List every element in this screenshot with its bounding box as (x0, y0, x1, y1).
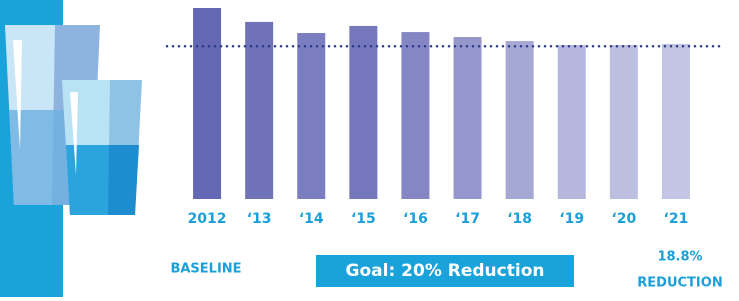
x-tick-label: ‘19 (559, 211, 584, 227)
reduction-label: REDUCTION (637, 276, 722, 291)
x-tick-label: ‘15 (351, 211, 376, 227)
x-tick-label: ‘16 (403, 211, 428, 227)
x-tick-label: ‘21 (664, 211, 689, 227)
bar (662, 44, 690, 199)
reduction-value: 18.8% (657, 250, 702, 265)
x-tick-label: ‘20 (611, 211, 636, 227)
bar (349, 26, 377, 199)
bar (558, 45, 586, 199)
x-tick-label: ‘14 (299, 211, 324, 227)
bar (401, 32, 429, 199)
bar (610, 45, 638, 199)
bar (193, 8, 221, 199)
page: BASELINE Goal: 20% Reduction 18.8% REDUC… (0, 0, 739, 297)
x-tick-label: ‘13 (247, 211, 272, 227)
bar (454, 37, 482, 199)
chart: BASELINE Goal: 20% Reduction 18.8% REDUC… (0, 0, 739, 297)
glasses-illustration (5, 25, 142, 215)
goal-label: Goal: 20% Reduction (346, 261, 545, 281)
x-tick-label: ‘18 (507, 211, 532, 227)
bar (297, 33, 325, 199)
bar (506, 41, 534, 199)
bar (245, 22, 273, 199)
x-tick-label: ‘17 (455, 211, 480, 227)
x-tick-label: 2012 (188, 211, 227, 227)
baseline-label: BASELINE (170, 262, 241, 277)
